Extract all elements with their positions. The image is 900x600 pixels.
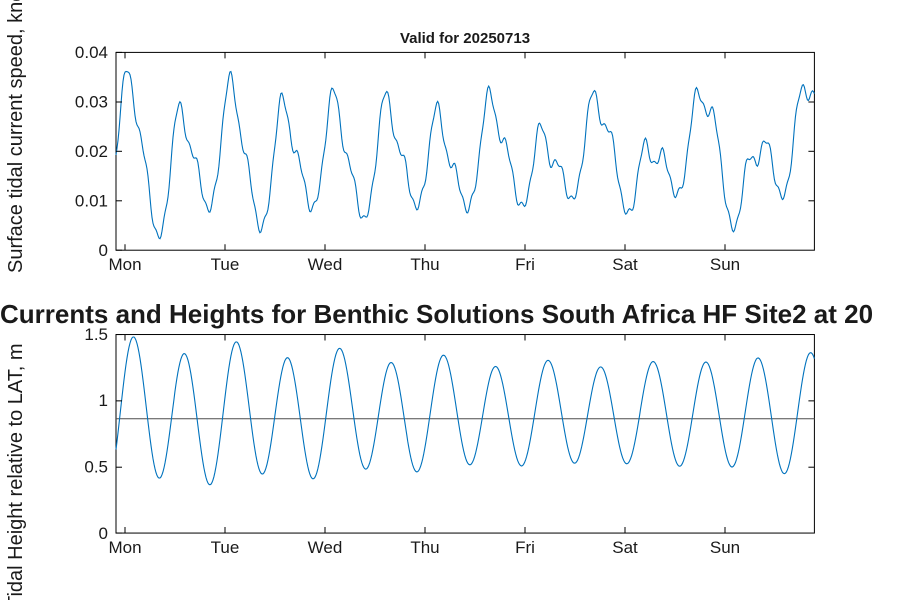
svg-text:0.02: 0.02 [75, 142, 108, 161]
svg-text:0.03: 0.03 [75, 93, 108, 112]
svg-text:Tue: Tue [211, 255, 240, 274]
svg-text:Tue: Tue [211, 538, 240, 557]
svg-text:Wed: Wed [308, 255, 343, 274]
svg-text:0: 0 [99, 241, 108, 260]
svg-text:Currents and Heights for Benth: Currents and Heights for Benthic Solutio… [0, 299, 873, 329]
svg-text:Wed: Wed [308, 538, 343, 557]
svg-text:Valid for 20250713: Valid for 20250713 [400, 30, 530, 47]
svg-text:Sat: Sat [612, 255, 638, 274]
svg-text:Fri: Fri [515, 255, 535, 274]
svg-text:Thu: Thu [410, 538, 439, 557]
svg-text:0: 0 [99, 524, 108, 543]
svg-text:Mon: Mon [108, 538, 141, 557]
svg-text:Fri: Fri [515, 538, 535, 557]
svg-text:Thu: Thu [410, 255, 439, 274]
svg-text:Sun: Sun [710, 538, 740, 557]
svg-text:Sat: Sat [612, 538, 638, 557]
svg-text:1: 1 [99, 391, 108, 410]
svg-text:Surface tidal current speed, k: Surface tidal current speed, knots [5, 0, 27, 273]
svg-text:Mon: Mon [108, 255, 141, 274]
svg-text:Tidal Height relative to LAT,: Tidal Height relative to LAT, m [5, 343, 27, 600]
svg-text:0.04: 0.04 [75, 43, 108, 62]
svg-text:1.5: 1.5 [84, 325, 108, 344]
svg-text:0.01: 0.01 [75, 192, 108, 211]
svg-text:0.5: 0.5 [84, 458, 108, 477]
svg-text:Sun: Sun [710, 255, 740, 274]
